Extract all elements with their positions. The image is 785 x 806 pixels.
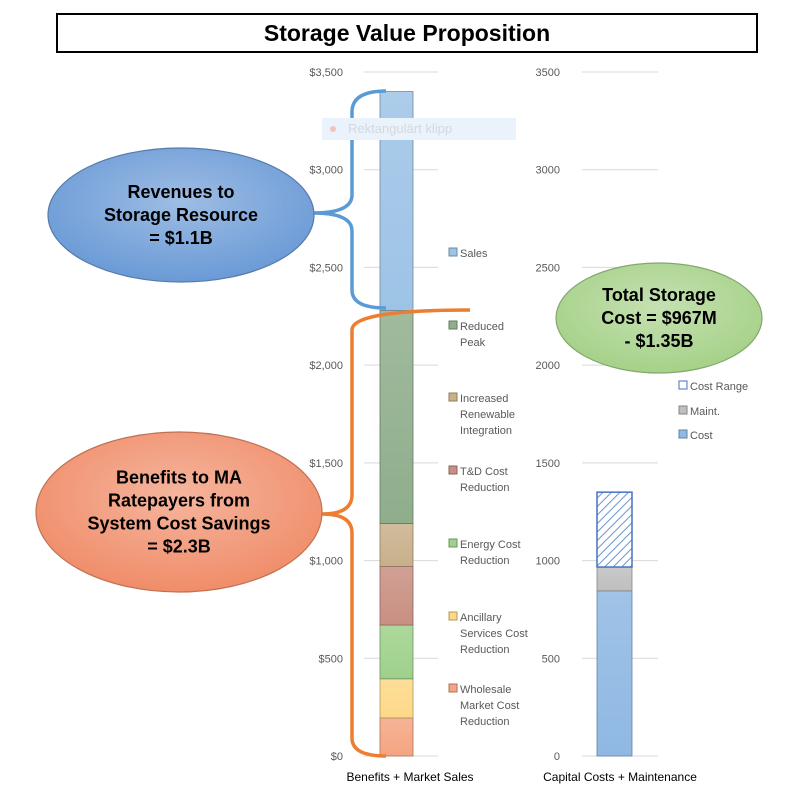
benefits-callout-text: Benefits to MA Ratepayers from System Cost… — [87, 468, 270, 557]
benefits-callout-shape — [35, 431, 323, 593]
bar-segment-maint — [596, 566, 633, 592]
y-tick-label: 3500 — [536, 67, 560, 79]
y-tick-label: 0 — [554, 751, 560, 763]
bar-segment-increased-renewable-integration — [379, 523, 414, 567]
legend-label-ancillary-services-cost-reduction: Ancillary Services Cost Reduction — [460, 612, 528, 656]
y-tick-label: 2000 — [536, 360, 560, 372]
record-dot-icon — [330, 126, 336, 132]
benefits-brace — [321, 308, 471, 758]
total-cost-callout-shape — [555, 262, 763, 374]
y-tick-label: $2,500 — [309, 262, 343, 274]
y-tick-label: $3,500 — [309, 67, 343, 79]
benefits-callout: Benefits to MA Ratepayers from System Cost… — [35, 431, 323, 593]
y-tick-label: $1,500 — [309, 458, 343, 470]
y-tick-label: $2,000 — [309, 360, 343, 372]
legend-label-sales: Sales — [460, 248, 488, 260]
y-tick-label: $1,000 — [309, 556, 343, 568]
clip-watermark: Rektangulärt klipp — [322, 118, 516, 140]
legend-label-maint: Maint. — [690, 406, 720, 418]
y-tick-label: $3,000 — [309, 165, 343, 177]
y-tick-label: 3000 — [536, 165, 560, 177]
legend-swatch-ancillary-services-cost-reduction — [448, 611, 458, 621]
y-tick-label: 500 — [542, 653, 560, 665]
legend-swatch-t-d-cost-reduction — [448, 465, 458, 475]
chart-2: 0 500 1000 1500 2000 2500 3000 3500 Capital Cost… — [536, 67, 749, 784]
bar-segment-ancillary-services-cost-reduction — [379, 678, 414, 719]
legend-swatch-sales — [448, 247, 458, 257]
page-title: Storage Value Proposition — [56, 13, 758, 53]
chart-1: $0 $500 $1,000 $1,500 $2,000 $2,500 $3,000 $3,5… — [309, 67, 528, 784]
bar-segment-reduced-peak — [379, 310, 414, 524]
y-tick-label: $0 — [331, 751, 343, 763]
legend-label-t-d-cost-reduction: T&D Cost Reduction — [460, 466, 510, 494]
y-tick-label: 1500 — [536, 458, 560, 470]
x-axis-label: Benefits + Market Sales — [346, 770, 473, 784]
legend-swatch-reduced-peak — [448, 320, 458, 330]
y-tick-label: 1000 — [536, 556, 560, 568]
revenues-callout-text: Revenues to Storage Resource = $1.1B — [104, 182, 258, 248]
legend-swatch-increased-renewable-integration — [448, 392, 458, 402]
bar-segment-wholesale-market-cost-reduction — [379, 717, 414, 757]
total-cost-callout: Total Storage Cost = $967M - $1.35B — [555, 262, 763, 374]
legend-label-wholesale-market-cost-reduction: Wholesale Market Cost Reduction — [460, 684, 519, 728]
legend-swatch-cost — [678, 429, 688, 439]
watermark-text: Rektangulärt klipp — [348, 121, 453, 136]
total-cost-callout-text: Total Storage Cost = $967M - $1.35B — [601, 285, 717, 351]
bar-segment-energy-cost-reduction — [379, 624, 414, 680]
bar-segment-cost-range — [596, 491, 633, 568]
legend-swatch-cost-range — [678, 380, 688, 390]
x-axis-label: Capital Costs + Maintenance — [543, 770, 697, 784]
legend-swatch-maint — [678, 405, 688, 415]
legend-label-reduced-peak: Reduced Peak — [460, 321, 504, 349]
revenues-callout: Revenues to Storage Resource = $1.1B — [47, 147, 315, 283]
bar-segment-cost — [596, 590, 633, 757]
legend-label-energy-cost-reduction: Energy Cost Reduction — [460, 539, 521, 567]
legend-label-increased-renewable-integration: Increased Renewable Integration — [460, 393, 515, 437]
legend-label-cost: Cost — [690, 430, 713, 442]
revenues-callout-shape — [47, 147, 315, 283]
bar-segment-t-d-cost-reduction — [379, 566, 414, 626]
y-tick-label: $500 — [319, 653, 343, 665]
legend-swatch-energy-cost-reduction — [448, 538, 458, 548]
y-tick-label: 2500 — [536, 262, 560, 274]
legend-label-cost-range: Cost Range — [690, 381, 748, 393]
legend-swatch-wholesale-market-cost-reduction — [448, 683, 458, 693]
